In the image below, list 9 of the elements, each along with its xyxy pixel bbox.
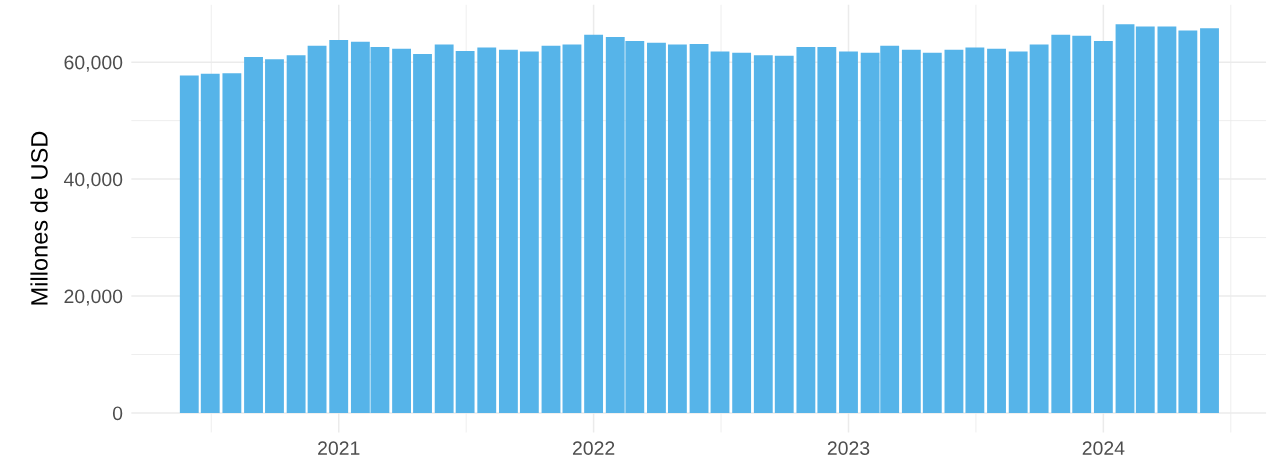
- x-tick-label: 2021: [318, 441, 360, 456]
- x-tick-label: 2023: [827, 441, 870, 456]
- y-tick-label: 60,000: [64, 55, 123, 72]
- x-tick-label: 2024: [1082, 441, 1125, 456]
- y-axis-title: Millones de USD: [30, 131, 48, 305]
- x-tick-label: 2022: [572, 441, 615, 456]
- y-tick-label: 20,000: [64, 289, 123, 306]
- y-tick-label: 0: [112, 406, 123, 421]
- y-tick-label: 40,000: [63, 172, 123, 189]
